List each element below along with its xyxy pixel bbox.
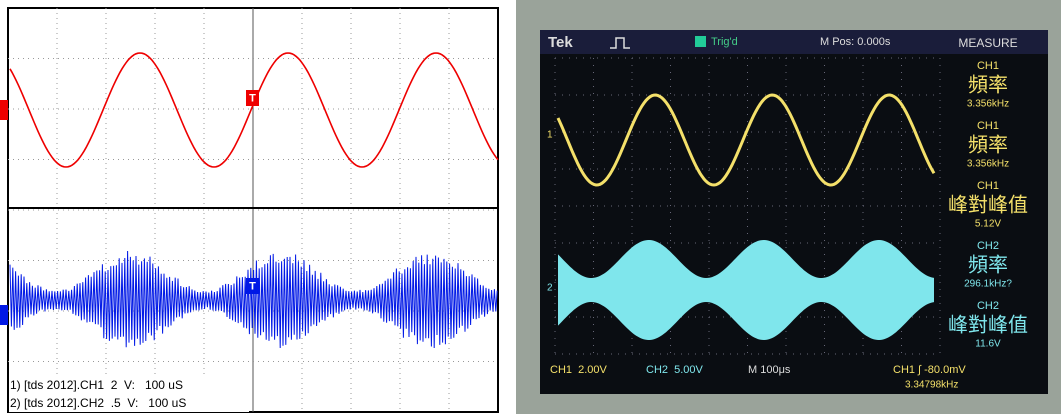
measure-value: 3.356kHz [967,99,1009,110]
menu-title: MEASURE [958,36,1017,50]
run-icon [695,36,706,47]
channel-marker: 2 [547,283,553,294]
channel-marker: 1 [547,130,553,141]
measure-value: 3.356kHz [967,159,1009,170]
measure-value: 5.12V [975,219,1001,230]
measure-value: 11.6V [975,339,1001,350]
ch2-scale: CH2 5.00V [646,364,704,376]
trigger-level: CH1 ∫ -80.0mV [893,364,966,376]
ch2-marker [0,305,8,325]
right-scope: Tek Trig'd M Pos: 0.000s MEASURE 1 2 CH1… [516,0,1061,414]
trigger-frequency: 3.34798kHz [905,380,958,391]
measure-channel: CH1 [977,60,999,72]
measure-label: 頻率 [968,73,1008,96]
measure-channel: CH1 [977,180,999,192]
measure-value: 296.1kHz? [964,279,1012,290]
trigger-marker: T [249,280,256,292]
ch1-marker [0,100,8,120]
measure-label: 峰對峰值 [948,313,1028,336]
caption: 1) [tds 2012].CH1 2 V: 100 uS [10,378,183,392]
caption: 2) [tds 2012].CH2 .5 V: 100 uS [10,396,186,410]
measure-label: 頻率 [968,253,1008,276]
position: M Pos: 0.000s [820,36,891,48]
brand: Tek [548,34,573,51]
measure-channel: CH1 [977,120,999,132]
left-scope: T T 1) [tds 2012].CH1 2 V: 100 uS 2) [td… [0,8,498,412]
time-scale: M 100μs [748,364,791,376]
measure-label: 頻率 [968,133,1008,156]
trigger-state: Trig'd [711,36,738,48]
trigger-marker: T [249,92,256,104]
measure-label: 峰對峰值 [948,193,1028,216]
ch1-scale: CH1 2.00V [550,364,608,376]
measure-channel: CH2 [977,240,999,252]
measure-channel: CH2 [977,300,999,312]
